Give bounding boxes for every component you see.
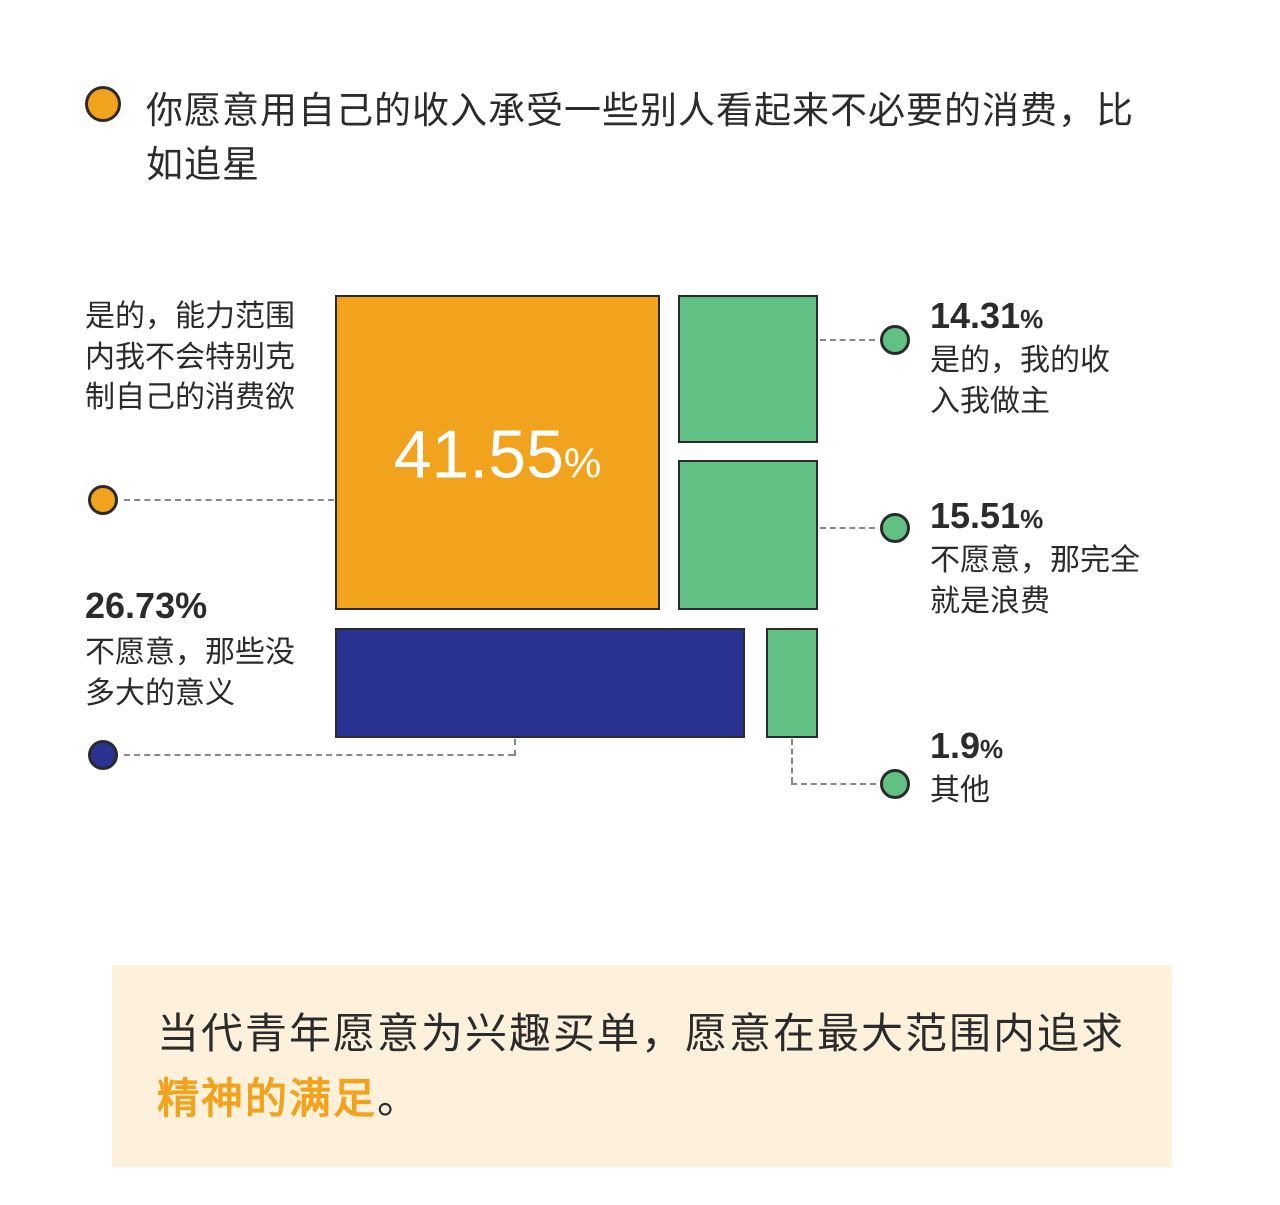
infographic-container: 你愿意用自己的收入承受一些别人看起来不必要的消费，比如追星 41.55% 是的，…: [0, 0, 1280, 1205]
block-bottom-left: [335, 628, 745, 738]
summary-suffix: 。: [377, 1075, 421, 1122]
label-bottom-left: 26.73% 不愿意，那些没多大的意义: [85, 585, 300, 714]
main-percentage: 41.55%: [394, 416, 602, 492]
label-main-text: 是的，能力范围内我不会特别克制自己的消费欲: [85, 297, 300, 419]
title-text: 你愿意用自己的收入承受一些别人看起来不必要的消费，比如追星: [146, 84, 1146, 191]
label-right-top-text: 是的，我的收入我做主: [930, 341, 1130, 422]
label-main: 是的，能力范围内我不会特别克制自己的消费欲: [85, 297, 300, 419]
label-right-bottom-text: 其他: [930, 771, 1130, 812]
bullet-right-mid-icon: [880, 513, 910, 543]
label-right-top: 14.31% 是的，我的收入我做主: [930, 295, 1130, 422]
pct-right-top: 14.31%: [930, 295, 1130, 337]
block-right-mid: [678, 460, 818, 610]
treemap-chart: 41.55% 是的，能力范围内我不会特别克制自己的消费欲 26.73% 不愿意，…: [0, 295, 1280, 855]
label-bottom-left-text: 不愿意，那些没多大的意义: [85, 633, 300, 714]
dash-bl-v: [514, 739, 516, 756]
pct-bottom-left: 26.73%: [85, 585, 300, 627]
block-main: 41.55%: [335, 295, 660, 610]
dash-main: [124, 499, 334, 501]
bullet-main-icon: [88, 485, 118, 515]
pct-right-mid: 15.51%: [930, 495, 1150, 537]
dash-rb-v: [791, 739, 793, 783]
pct-right-bottom: 1.9%: [930, 725, 1130, 767]
summary-highlight: 精神的满足: [157, 1075, 377, 1122]
dash-rb-h: [791, 783, 876, 785]
dash-rm: [820, 527, 875, 529]
title-bullet-icon: [85, 86, 121, 122]
summary-prefix: 当代青年愿意为兴趣买单，愿意在最大范围内追求: [157, 1010, 1125, 1057]
label-right-mid: 15.51% 不愿意，那完全就是浪费: [930, 495, 1150, 622]
dash-rt: [820, 339, 875, 341]
dash-bl-h: [124, 754, 514, 756]
label-right-mid-text: 不愿意，那完全就是浪费: [930, 541, 1150, 622]
block-right-bottom: [766, 628, 818, 738]
title-section: 你愿意用自己的收入承受一些别人看起来不必要的消费，比如追星: [85, 84, 1146, 191]
bullet-right-bottom-icon: [880, 769, 910, 799]
block-right-top: [678, 295, 818, 443]
bullet-bottom-left-icon: [88, 740, 118, 770]
bullet-right-top-icon: [880, 325, 910, 355]
summary-box: 当代青年愿意为兴趣买单，愿意在最大范围内追求精神的满足。: [112, 965, 1172, 1167]
label-right-bottom: 1.9% 其他: [930, 725, 1130, 812]
